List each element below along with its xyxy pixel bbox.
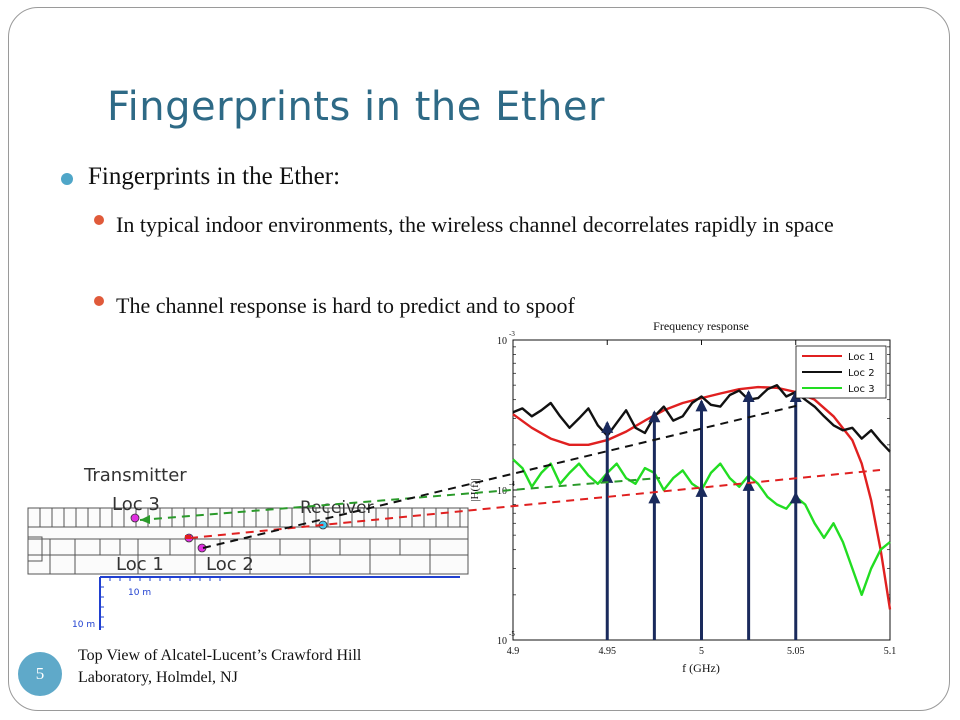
x-tick-label: 5.05 bbox=[787, 646, 805, 657]
x-axis-label: f (GHz) bbox=[682, 661, 720, 675]
slide-title: Fingerprints in the Ether bbox=[107, 84, 605, 130]
y-tick-exponent: -4 bbox=[509, 480, 515, 488]
y-axis-label: |H(f)| bbox=[470, 478, 481, 501]
floorplan-caption: Top View of Alcatel-Lucent’s Crawford Hi… bbox=[78, 647, 362, 686]
sub-bullet-1: In typical indoor environments, the wire… bbox=[94, 206, 854, 243]
receiver-label: Receiver bbox=[300, 498, 374, 518]
sub-bullet-2-text: The channel response is hard to predict … bbox=[116, 293, 575, 318]
legend-label-loc2: Loc 2 bbox=[848, 368, 875, 379]
frequency-response-chart: 4.9 4.95 5 5.05 5.110-310-410-5 Frequency re… bbox=[470, 320, 896, 675]
x-tick-label: 5 bbox=[699, 646, 704, 657]
y-tick-label: 10 bbox=[497, 486, 507, 497]
axis-ticks: 4.9 4.95 5 5.05 5.110-310-410-5 bbox=[497, 330, 896, 657]
y-tick-label: 10 bbox=[497, 636, 507, 647]
sub-bullet-2: The channel response is hard to predict … bbox=[94, 287, 575, 324]
x-tick-label: 4.95 bbox=[599, 646, 617, 657]
sub-bullet-1-text: In typical indoor environments, the wire… bbox=[116, 212, 834, 237]
sub-bullet-dot-icon bbox=[94, 296, 104, 306]
x-tick-label: 4.9 bbox=[507, 646, 520, 657]
y-tick-label: 10 bbox=[497, 336, 507, 347]
scale-y-label: 10 m bbox=[72, 620, 95, 630]
loc2-marker bbox=[197, 543, 207, 553]
page-number-badge: 5 bbox=[18, 652, 62, 696]
legend-label-loc1: Loc 1 bbox=[848, 352, 875, 363]
transmitter-label: Transmitter bbox=[83, 465, 187, 486]
y-tick-exponent: -3 bbox=[509, 330, 515, 338]
loc1-label: Loc 1 bbox=[116, 554, 164, 575]
legend: Loc 1 Loc 2 Loc 3 bbox=[795, 345, 887, 399]
chart-title: Frequency response bbox=[653, 320, 749, 333]
loc3-label: Loc 3 bbox=[112, 494, 160, 515]
transmitter-marker bbox=[185, 535, 191, 539]
sample-arrowhead bbox=[742, 390, 755, 403]
y-tick-exponent: -5 bbox=[509, 630, 515, 638]
floorplan-diagram: 10 m 10 m Transmitter Loc 3 Receiver Loc… bbox=[27, 465, 469, 630]
bullet-dot-icon bbox=[61, 173, 73, 185]
scale-x-label: 10 m bbox=[128, 588, 151, 598]
loc2-label: Loc 2 bbox=[206, 554, 254, 575]
scale-rulers bbox=[99, 576, 460, 630]
loc3-marker bbox=[130, 513, 140, 523]
sub-bullet-dot-icon bbox=[94, 215, 104, 225]
bullet-main: Fingerprints in the Ether: bbox=[61, 163, 340, 191]
bullet-main-text: Fingerprints in the Ether: bbox=[88, 163, 341, 190]
x-tick-label: 5.1 bbox=[884, 646, 897, 657]
receiver-marker bbox=[318, 520, 328, 530]
legend-label-loc3: Loc 3 bbox=[848, 384, 875, 395]
slide-frame bbox=[8, 7, 950, 711]
